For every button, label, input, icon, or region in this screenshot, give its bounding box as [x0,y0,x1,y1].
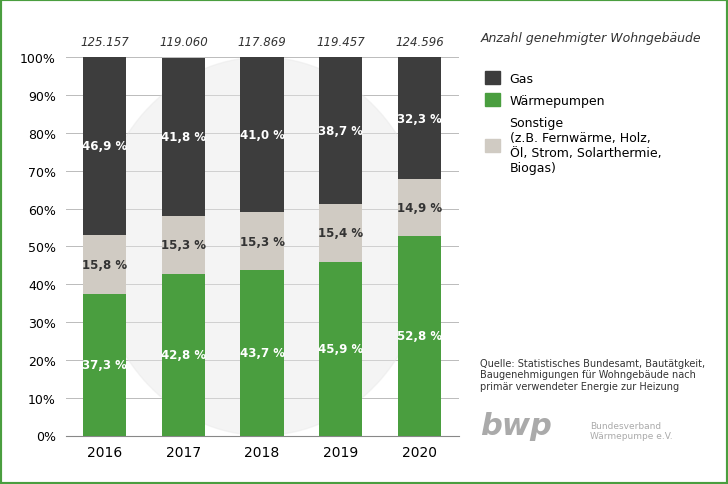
Text: Bundesverband
Wärmepumpe e.V.: Bundesverband Wärmepumpe e.V. [590,421,672,440]
Text: 119.060: 119.060 [159,36,207,49]
Text: Anzahl genehmigter Wohngebäude: Anzahl genehmigter Wohngebäude [480,31,701,45]
Bar [83,58,127,235]
Text: 15,3 %: 15,3 % [240,235,285,248]
Legend: Gas, Wärmepumpen, Sonstige
(z.B. Fernwärme, Holz,
Öl, Strom, Solarthermie,
Bioga: Gas, Wärmepumpen, Sonstige (z.B. Fernwär… [485,72,661,174]
Text: 125.157: 125.157 [81,36,129,49]
Bar [162,216,205,274]
Text: 15,4 %: 15,4 % [318,227,363,240]
Bar [397,236,441,436]
Bar [319,204,363,262]
Bar [240,213,284,271]
Bar [83,295,127,436]
Bar [162,274,205,436]
Ellipse shape [95,58,430,436]
Text: 124.596: 124.596 [395,36,443,49]
Bar [397,180,441,236]
Text: 32,3 %: 32,3 % [397,113,442,125]
Text: 15,3 %: 15,3 % [161,239,206,252]
Text: 45,9 %: 45,9 % [318,343,363,355]
Bar [319,262,363,436]
Text: 38,7 %: 38,7 % [318,125,363,137]
Bar [83,235,127,295]
Text: 46,9 %: 46,9 % [82,140,127,153]
Text: 42,8 %: 42,8 % [161,348,206,361]
Bar [240,271,284,436]
Text: 117.869: 117.869 [238,36,286,49]
Text: 37,3 %: 37,3 % [82,359,127,372]
Bar [397,58,441,180]
Bar [240,58,284,213]
Bar [319,58,363,204]
Text: 43,7 %: 43,7 % [240,347,285,360]
Text: 119.457: 119.457 [317,36,365,49]
Bar [162,59,205,216]
Text: bwp: bwp [480,411,553,440]
Text: 52,8 %: 52,8 % [397,330,442,342]
Text: 14,9 %: 14,9 % [397,202,442,214]
Text: Quelle: Statistisches Bundesamt, Bautätgkeit,
Baugenehmigungen für Wohngebäude n: Quelle: Statistisches Bundesamt, Bautätg… [480,358,705,391]
Text: 15,8 %: 15,8 % [82,258,127,272]
Text: 41,8 %: 41,8 % [161,131,206,144]
Text: 41,0 %: 41,0 % [240,129,285,142]
